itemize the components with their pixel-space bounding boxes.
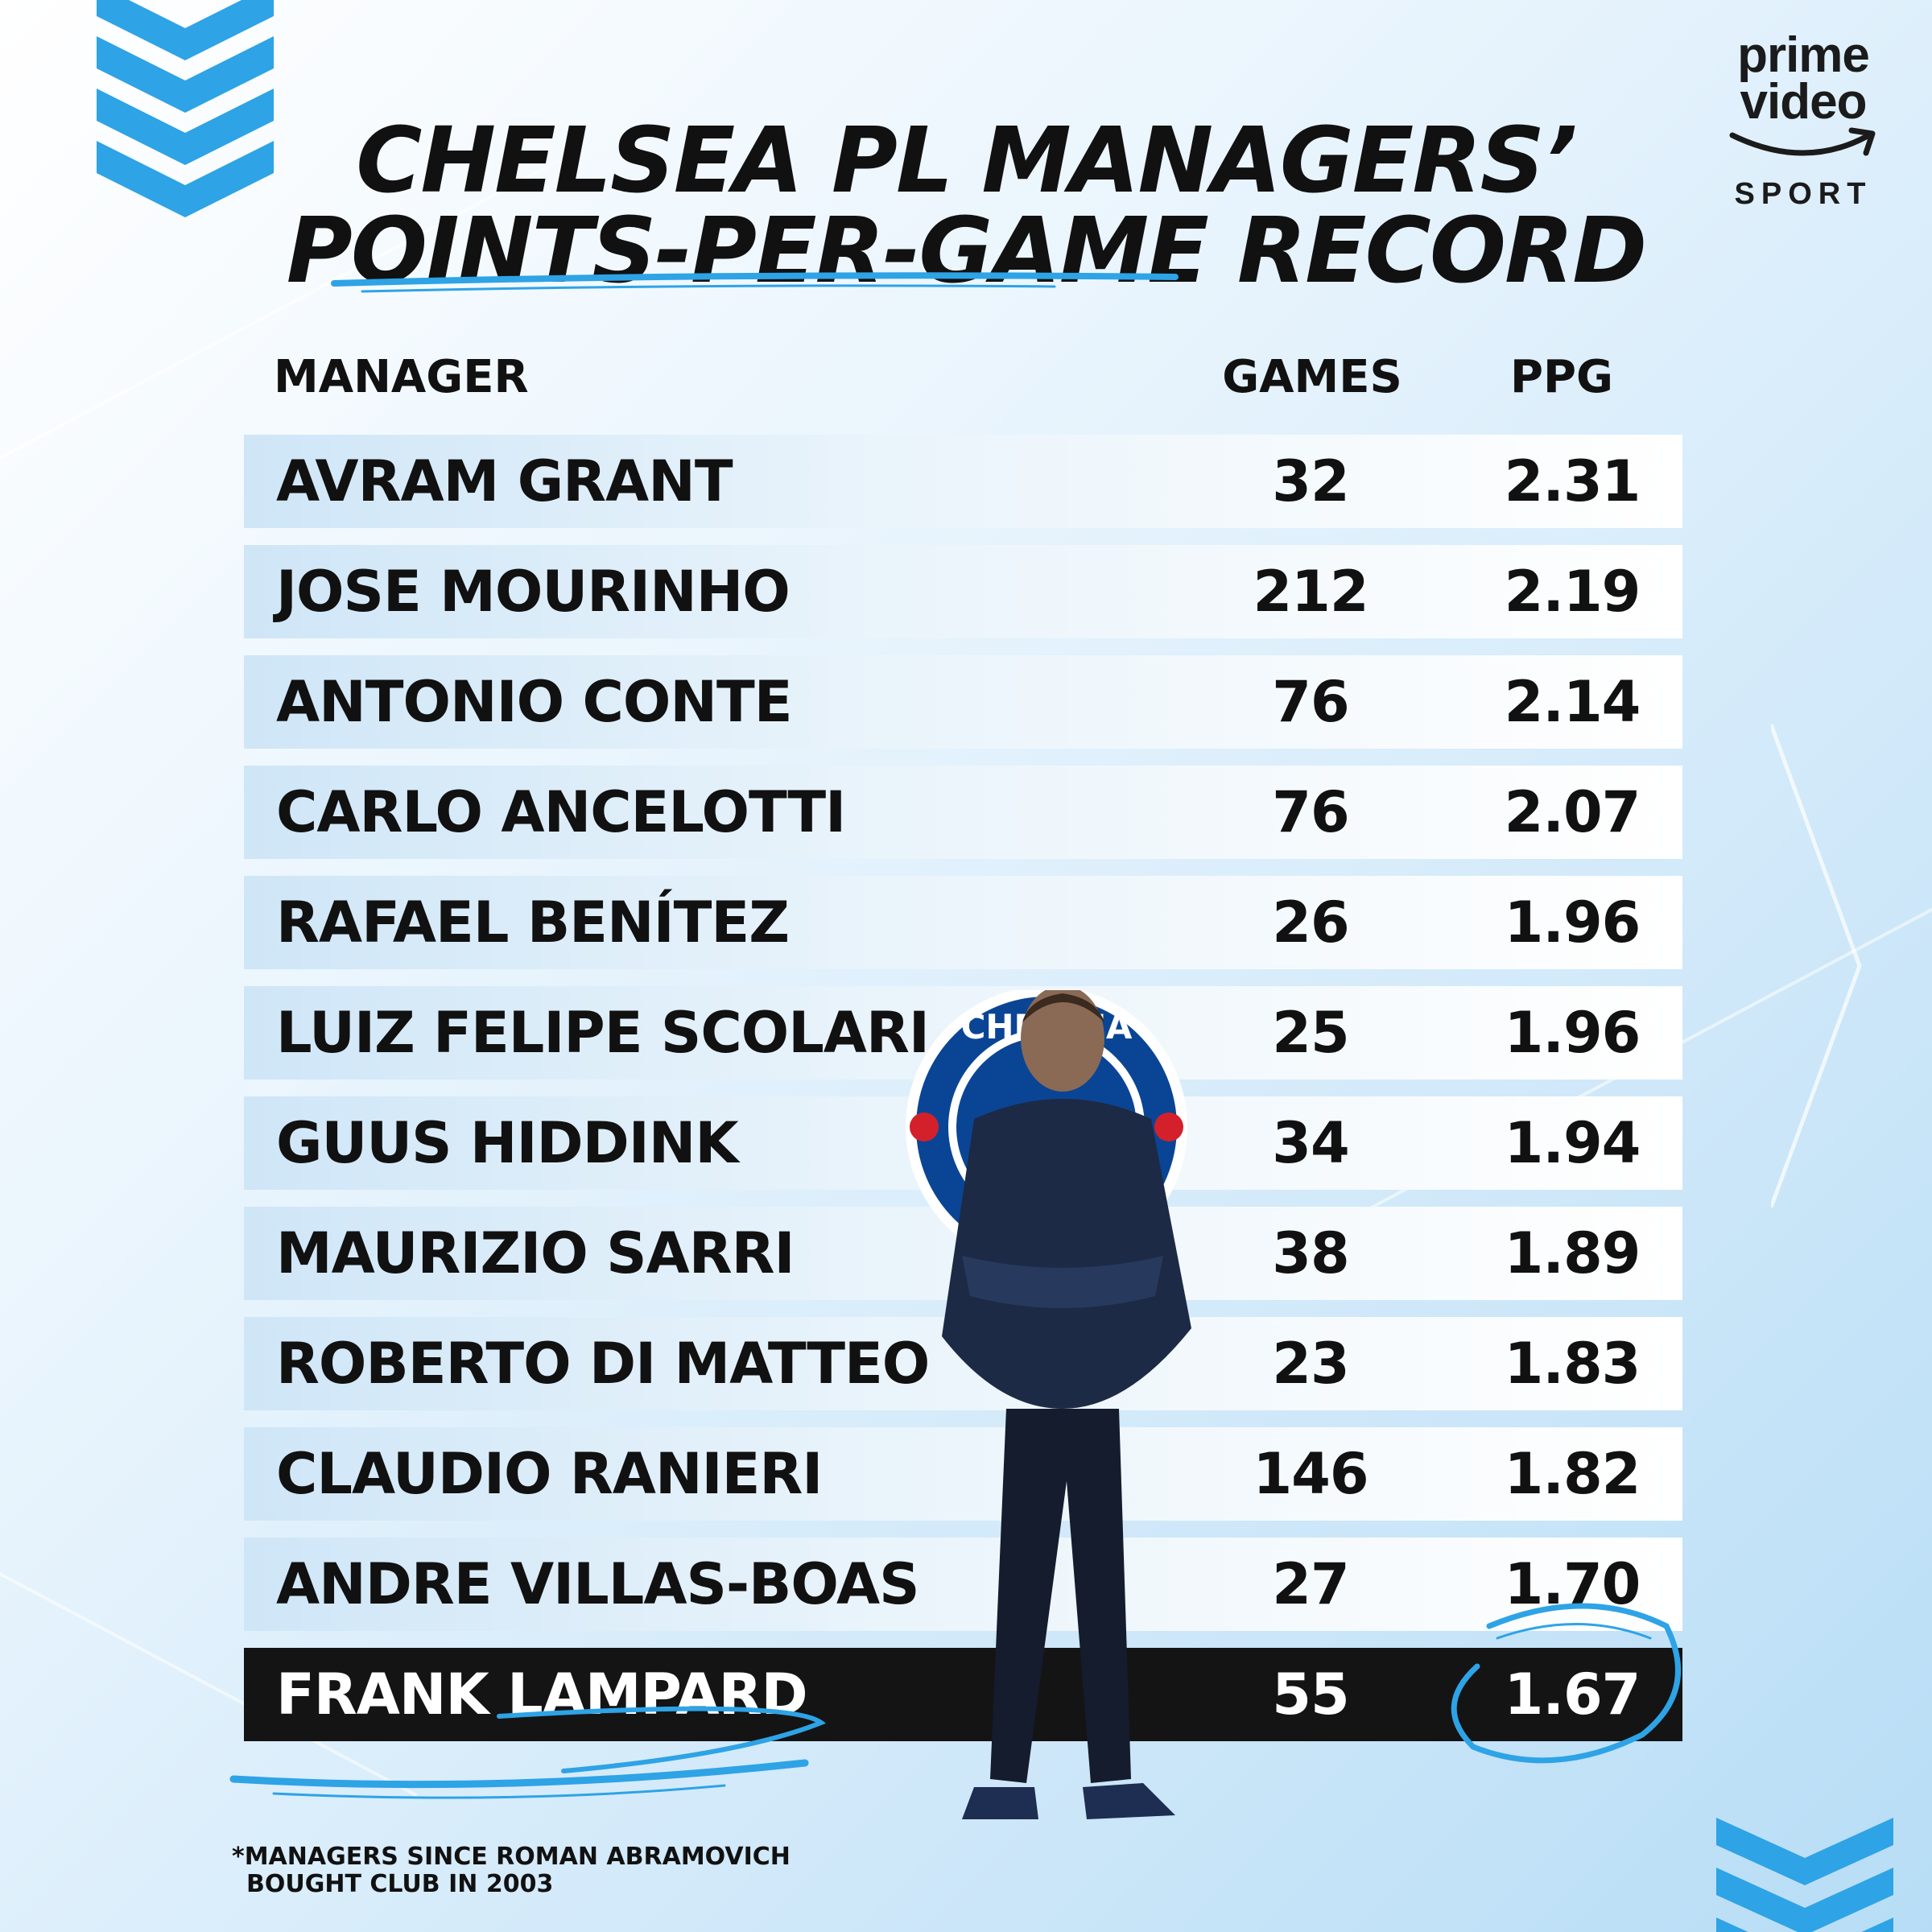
manager-name: AVRAM GRANT bbox=[276, 448, 733, 514]
games-value: 76 bbox=[1272, 779, 1349, 845]
ppg-value: 1.96 bbox=[1504, 1000, 1641, 1066]
games-value: 27 bbox=[1272, 1551, 1349, 1617]
prime-video-sport-logo: prime video SPORT bbox=[1715, 27, 1892, 212]
table-row: LUIZ FELIPE SCOLARI 25 1.96 bbox=[244, 986, 1682, 1080]
footnote-line-2: BOUGHT CLUB IN 2003 bbox=[246, 1870, 554, 1898]
logo-sport: SPORT bbox=[1734, 177, 1872, 211]
smile-arrow-icon bbox=[1729, 127, 1876, 156]
manager-name: JOSE MOURINHO bbox=[276, 559, 791, 625]
ppg-value: 2.19 bbox=[1504, 559, 1641, 625]
table-row: ROBERTO DI MATTEO 23 1.83 bbox=[244, 1317, 1682, 1410]
games-value: 34 bbox=[1272, 1110, 1349, 1176]
ppg-value: 1.67 bbox=[1504, 1662, 1641, 1728]
manager-name: LUIZ FELIPE SCOLARI bbox=[276, 1000, 930, 1066]
ppg-value: 1.94 bbox=[1504, 1110, 1641, 1176]
manager-name: ROBERTO DI MATTEO bbox=[276, 1331, 930, 1397]
table-row: ANDRE VILLAS-BOAS 27 1.70 bbox=[244, 1538, 1682, 1631]
ppg-value: 2.31 bbox=[1504, 448, 1641, 514]
games-value: 23 bbox=[1272, 1331, 1349, 1397]
manager-name: FRANK LAMPARD bbox=[276, 1662, 808, 1728]
games-value: 212 bbox=[1253, 559, 1368, 625]
manager-name: RAFAEL BENÍTEZ bbox=[276, 890, 790, 956]
table-row-highlighted: FRANK LAMPARD 55 1.67 bbox=[244, 1648, 1682, 1741]
manager-name: CLAUDIO RANIERI bbox=[276, 1441, 823, 1507]
header-manager: MANAGER bbox=[274, 351, 529, 403]
page-title-line-1: CHELSEA PL MANAGERS’ bbox=[356, 109, 1578, 213]
ppg-value: 1.83 bbox=[1504, 1331, 1641, 1397]
games-value: 26 bbox=[1272, 890, 1349, 956]
ppg-value: 1.70 bbox=[1504, 1551, 1641, 1617]
header-games: GAMES bbox=[1222, 351, 1402, 403]
table-row: CARLO ANCELOTTI 76 2.07 bbox=[244, 766, 1682, 859]
games-value: 32 bbox=[1272, 448, 1349, 514]
ppg-value: 2.07 bbox=[1504, 779, 1641, 845]
chevron-bottom-right-icon bbox=[1716, 1818, 1893, 1932]
ppg-value: 1.82 bbox=[1504, 1441, 1641, 1507]
games-value: 38 bbox=[1272, 1220, 1349, 1286]
header-ppg: PPG bbox=[1509, 351, 1614, 403]
page-title-line-2: POINTS-PER-GAME RECORD bbox=[286, 199, 1648, 303]
games-value: 76 bbox=[1272, 669, 1349, 735]
games-value: 146 bbox=[1253, 1441, 1368, 1507]
manager-name: CARLO ANCELOTTI bbox=[276, 779, 846, 845]
table-row: JOSE MOURINHO 212 2.19 bbox=[244, 545, 1682, 638]
chevron-top-left-icon bbox=[97, 0, 274, 217]
manager-name: MAURIZIO SARRI bbox=[276, 1220, 795, 1286]
logo-video: video bbox=[1740, 74, 1868, 130]
manager-name: ANTONIO CONTE bbox=[276, 669, 793, 735]
table-row: RAFAEL BENÍTEZ 26 1.96 bbox=[244, 876, 1682, 969]
logo-prime: prime bbox=[1737, 27, 1870, 83]
manager-name: GUUS HIDDINK bbox=[276, 1110, 739, 1176]
table-row: ANTONIO CONTE 76 2.14 bbox=[244, 655, 1682, 749]
games-value: 55 bbox=[1272, 1662, 1349, 1728]
footnote: *MANAGERS SINCE ROMAN ABRAMOVICH BOUGHT … bbox=[232, 1843, 791, 1898]
table-row: GUUS HIDDINK 34 1.94 bbox=[244, 1096, 1682, 1190]
table-row: MAURIZIO SARRI 38 1.89 bbox=[244, 1207, 1682, 1300]
manager-name: ANDRE VILLAS-BOAS bbox=[276, 1551, 920, 1617]
footnote-line-1: *MANAGERS SINCE ROMAN ABRAMOVICH bbox=[232, 1843, 791, 1871]
table-row: AVRAM GRANT 32 2.31 bbox=[244, 435, 1682, 528]
arrow-right-icon bbox=[1771, 724, 1862, 1208]
games-value: 25 bbox=[1272, 1000, 1349, 1066]
ppg-value: 2.14 bbox=[1504, 669, 1641, 735]
ppg-value: 1.96 bbox=[1504, 890, 1641, 956]
ppg-value: 1.89 bbox=[1504, 1220, 1641, 1286]
table-row: CLAUDIO RANIERI 146 1.82 bbox=[244, 1427, 1682, 1521]
